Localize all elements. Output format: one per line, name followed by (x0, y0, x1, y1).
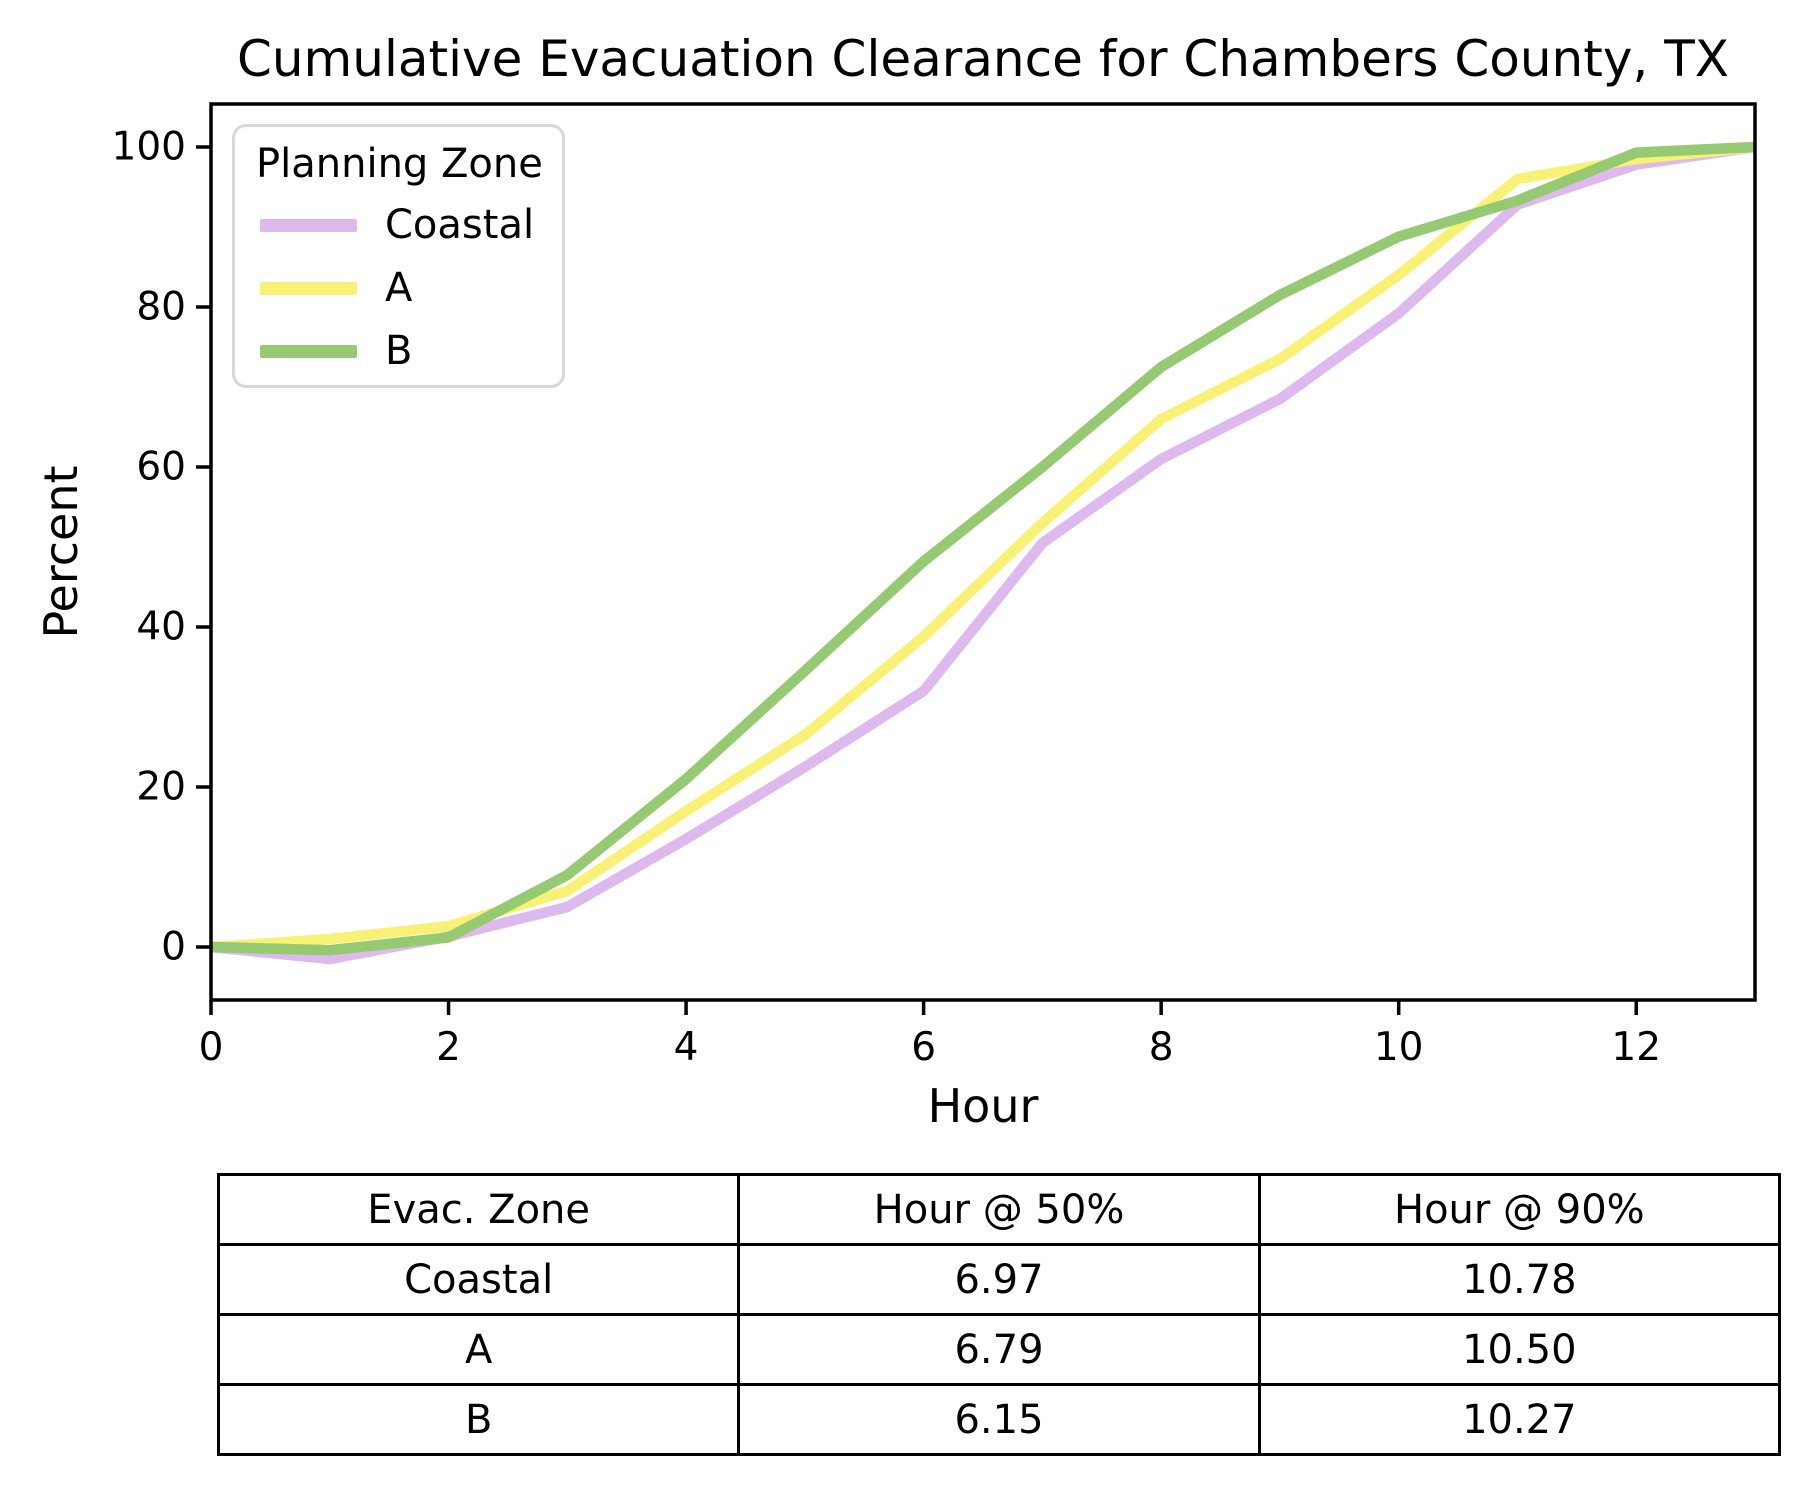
x-tick-label: 0 (199, 1025, 224, 1070)
x-tick-label: 10 (1374, 1025, 1424, 1070)
y-tick-label: 60 (136, 445, 186, 490)
y-tick-label: 80 (136, 285, 186, 330)
x-axis-label: Hour (927, 1079, 1039, 1133)
legend-label: Coastal (385, 202, 535, 248)
table-cell: 6.15 (737, 1383, 1261, 1456)
x-tick-label: 8 (1149, 1025, 1174, 1070)
legend-swatch-a (260, 281, 357, 295)
x-tick-label: 4 (674, 1025, 699, 1070)
table-row: Coastal 6.97 10.78 (216, 1243, 1782, 1316)
y-tick-label: 0 (161, 925, 186, 970)
series-line-a (210, 141, 1756, 953)
table-row: A 6.79 10.50 (216, 1313, 1782, 1386)
line-chart: 0 20 40 60 80 100 0 2 4 6 8 10 12 (112, 102, 1757, 1070)
table-cell: 10.50 (1257, 1313, 1782, 1386)
table-header-cell: Hour @ 50% (737, 1173, 1261, 1246)
table-cell: B (216, 1383, 741, 1456)
series-line-b (210, 141, 1756, 956)
table-cell: 6.79 (737, 1313, 1261, 1386)
legend: Planning Zone Coastal A B (232, 124, 565, 388)
table-cell: Coastal (216, 1243, 741, 1316)
x-tick-label: 6 (911, 1025, 936, 1070)
table-cell: 10.27 (1257, 1383, 1782, 1456)
table-row: B 6.15 10.27 (216, 1383, 1782, 1456)
x-tick-label: 12 (1611, 1025, 1661, 1070)
legend-entry-coastal: Coastal (260, 202, 534, 248)
legend-label: B (385, 328, 413, 374)
table-header-row: Evac. Zone Hour @ 50% Hour @ 90% (216, 1173, 1782, 1246)
legend-title: Planning Zone (256, 141, 543, 187)
chart-title: Cumulative Evacuation Clearance for Cham… (236, 30, 1730, 88)
table-header-cell: Evac. Zone (216, 1173, 741, 1246)
legend-swatch-coastal (260, 218, 357, 232)
table-cell: 10.78 (1257, 1243, 1782, 1316)
x-tick-label: 2 (436, 1025, 461, 1070)
table-cell: A (216, 1313, 741, 1386)
legend-swatch-b (260, 344, 357, 358)
summary-table: Evac. Zone Hour @ 50% Hour @ 90% Coastal 6.9… (216, 1173, 1782, 1456)
legend-label: A (385, 265, 413, 311)
plot-border (209, 102, 1757, 1002)
y-tick-label: 100 (112, 125, 186, 170)
table-header-cell: Hour @ 90% (1257, 1173, 1782, 1246)
table-cell: 6.97 (737, 1243, 1261, 1316)
y-tick-label: 20 (136, 765, 186, 810)
legend-entry-b: B (260, 328, 412, 374)
legend-entry-a: A (260, 265, 412, 311)
y-tick-label: 40 (136, 605, 186, 650)
